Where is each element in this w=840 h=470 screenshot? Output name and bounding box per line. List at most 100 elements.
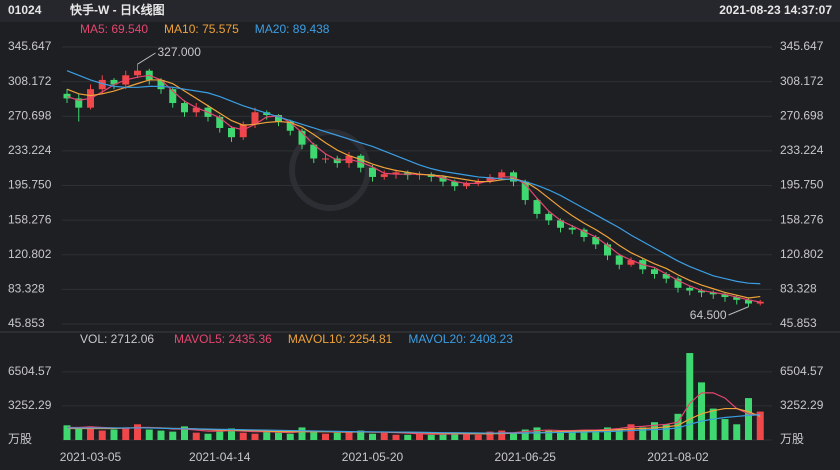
annotation-leader [728, 306, 749, 316]
volume-bar [510, 432, 517, 440]
legend-entry: MA20: 89.438 [255, 22, 330, 36]
y-tick-label: 158.276 [8, 212, 52, 226]
volume-bar [721, 419, 729, 440]
candle-body [380, 174, 388, 177]
candle-body [239, 124, 247, 138]
x-tick-label: 2021-04-14 [189, 450, 251, 464]
candle-body [545, 213, 553, 221]
volume-bar [169, 431, 177, 440]
candle-body [474, 181, 482, 184]
volume-bar [474, 434, 482, 440]
candle-body [181, 103, 188, 113]
candle-body [251, 112, 259, 125]
volume-bar [357, 430, 365, 440]
y-tick-label-right: 308.172 [780, 74, 824, 88]
candle-body [568, 227, 576, 230]
volume-bar [568, 431, 576, 440]
candle-body [439, 176, 447, 182]
x-tick-label: 2021-08-02 [647, 450, 709, 464]
watermark [289, 129, 371, 211]
annotation-leader [137, 52, 156, 65]
volume-bar [122, 427, 130, 440]
volume-label: VOL: 2712.06 [80, 332, 154, 346]
volume-bar [498, 430, 506, 440]
annotation: 64.500 [690, 308, 727, 322]
ma-line [67, 414, 761, 434]
candle-body [228, 127, 235, 138]
candle-body [745, 299, 752, 304]
candle-body [698, 290, 705, 293]
volume-bar [286, 433, 294, 440]
y-tick-label-right: 万股 [780, 432, 804, 446]
volume-bar [604, 427, 611, 440]
y-tick-label: 308.172 [8, 74, 52, 88]
volume-bar [674, 413, 682, 440]
y-tick-label: 45.853 [8, 316, 45, 330]
candle-body [580, 229, 588, 238]
y-tick-label-right: 120.802 [780, 247, 824, 261]
candle-body [275, 115, 282, 122]
volume-bar [251, 433, 259, 440]
volume-bar [216, 430, 224, 440]
candle-body [686, 287, 694, 291]
volume-bar [686, 353, 694, 440]
volume-bar [451, 432, 459, 440]
candle-body [451, 181, 459, 187]
y-tick-label: 270.698 [8, 108, 52, 122]
candle-body [98, 79, 106, 90]
candle-body [310, 144, 318, 159]
volume-bar [639, 427, 647, 440]
volume-bar [145, 429, 153, 440]
volume-bar [486, 431, 494, 440]
volume-bar [369, 433, 376, 440]
volume-bar [709, 408, 717, 440]
annotation: 327.000 [158, 45, 202, 59]
candle-body [369, 167, 376, 177]
ma-line [66, 74, 761, 303]
candle-body [662, 273, 670, 279]
volume-bar [392, 434, 400, 440]
x-tick-label: 2021-05-20 [342, 450, 404, 464]
candle-body [322, 158, 329, 160]
volume-bar [134, 424, 141, 440]
volume-bar [204, 433, 212, 440]
volume-bar [756, 411, 764, 440]
x-tick-label: 2021-03-05 [60, 450, 122, 464]
volume-bar [439, 433, 447, 440]
y-tick-label-right: 158.276 [780, 212, 824, 226]
volume-bar [275, 432, 282, 440]
volume-bar [75, 428, 83, 440]
timestamp: 2021-08-23 14:37:07 [719, 3, 832, 17]
volume-bar [239, 432, 247, 440]
y-tick-label-right: 83.328 [780, 282, 817, 296]
volume-bar [345, 431, 353, 440]
candle-body [157, 79, 165, 90]
candle-body [134, 70, 141, 76]
volume-bar [298, 427, 306, 440]
volume-bar [380, 432, 388, 440]
volume-bar [310, 430, 318, 440]
volume-bar [404, 434, 412, 440]
y-tick-label-right: 270.698 [780, 108, 824, 122]
y-tick-label: 3252.29 [8, 398, 52, 412]
y-tick-label: 6504.57 [8, 364, 52, 378]
candle-body [604, 244, 611, 256]
candle-body [627, 260, 635, 265]
volume-bar [157, 430, 165, 440]
legend-entry: MA10: 75.575 [164, 22, 239, 36]
volume-bar [87, 426, 94, 440]
volume-bar [181, 426, 188, 440]
y-tick-label: 万股 [8, 432, 32, 446]
y-tick-label-right: 3252.29 [780, 398, 824, 412]
y-tick-label: 120.802 [8, 247, 52, 261]
volume-bar [745, 398, 752, 440]
chart-title: 快手-W - 日K线图 [70, 2, 165, 17]
candle-body [557, 220, 564, 228]
candle-body [192, 107, 200, 113]
candle-body [63, 93, 71, 99]
candle-body [674, 278, 682, 288]
volume-bar [545, 430, 553, 440]
y-tick-label: 345.647 [8, 39, 52, 53]
y-tick-label-right: 45.853 [780, 316, 817, 330]
